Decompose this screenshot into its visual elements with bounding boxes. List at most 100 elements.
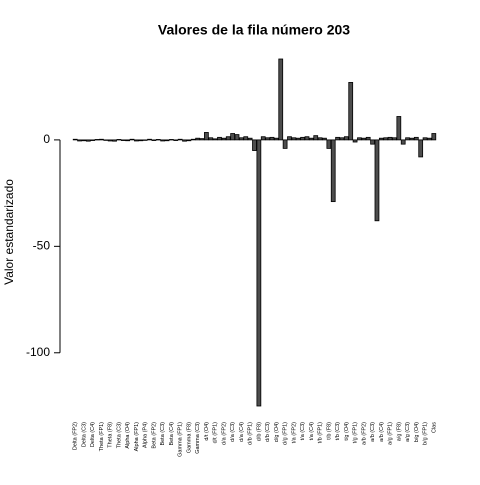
bar — [221, 137, 227, 141]
bar — [269, 136, 275, 141]
bar — [300, 136, 305, 141]
x-tick-label: d/g (FP1) — [283, 422, 289, 445]
x-tick-label: t/g (FP1) — [353, 422, 359, 444]
bar — [151, 139, 157, 141]
bar — [409, 137, 415, 141]
x-tick-label: a/b (FP2) — [361, 422, 367, 445]
bar — [322, 137, 327, 141]
x-tick-label: a/g (FP1) — [388, 422, 394, 445]
bar — [217, 136, 222, 141]
y-tick-label: -100 — [26, 345, 50, 359]
x-tick-label: Theta (F8) — [108, 422, 114, 448]
bar — [190, 138, 196, 141]
x-tick-label: t/a (C3) — [300, 422, 306, 441]
x-tick-label: a/g (F8) — [396, 422, 402, 441]
bar — [103, 139, 109, 141]
bar — [155, 139, 161, 141]
bar — [370, 139, 375, 145]
bar — [77, 139, 82, 142]
bar — [427, 137, 432, 141]
x-tick-label: Theta (FP1) — [99, 422, 105, 452]
bar — [313, 135, 319, 141]
x-tick-label: d/a (C4) — [239, 422, 245, 442]
bar — [335, 136, 340, 141]
bar — [243, 136, 249, 141]
x-tick-label: Alpha (O4) — [125, 422, 131, 449]
x-tick-label: d/b (F8) — [256, 422, 262, 441]
bar — [120, 139, 126, 141]
bar — [116, 139, 122, 141]
x-tick-label: d/t (FP1) — [213, 422, 219, 444]
bar — [326, 139, 332, 149]
bar — [365, 136, 371, 141]
bar — [252, 139, 257, 151]
bar — [129, 138, 135, 141]
y-tick-label: -50 — [33, 239, 51, 253]
bar — [112, 139, 117, 142]
bar — [304, 136, 310, 141]
bar — [387, 136, 393, 141]
bar — [99, 138, 104, 141]
x-tick-label: t/b (F8) — [326, 422, 332, 440]
bar — [287, 136, 292, 141]
bar — [400, 139, 406, 145]
bar — [256, 139, 262, 407]
bar — [225, 136, 231, 141]
x-tick-label: t/g (O4) — [344, 422, 350, 441]
x-tick-label: Delta (C3) — [81, 422, 87, 447]
x-tick-label: Gamma (F8) — [186, 422, 192, 453]
bar — [295, 137, 301, 141]
bar — [422, 137, 428, 141]
bar — [164, 139, 170, 142]
bar — [374, 139, 380, 222]
bar — [230, 133, 236, 141]
bar — [357, 137, 362, 141]
bar — [208, 137, 214, 141]
bar — [134, 139, 139, 142]
x-tick-label: Beta (C3) — [160, 422, 166, 446]
bar — [431, 133, 437, 141]
bar — [273, 137, 279, 141]
bar — [418, 139, 424, 158]
bar — [291, 137, 297, 141]
x-tick-label: Beta (C4) — [169, 422, 175, 446]
chart-title: Valores de la fila número 203 — [158, 22, 350, 38]
x-tick-label: t/a (FP2) — [291, 422, 297, 444]
bar — [125, 139, 131, 142]
bar — [195, 137, 201, 141]
bar — [378, 137, 384, 141]
x-tick-label: b/g (O4) — [414, 422, 420, 442]
bar — [85, 139, 91, 142]
y-axis-label: Valor estandarizado — [2, 179, 16, 285]
x-tick-label: Gamma (FP1) — [178, 422, 184, 457]
x-tick-label: Delta (C4) — [90, 422, 96, 447]
bar — [204, 132, 209, 141]
x-tick-label: d/a (FP2) — [221, 422, 227, 445]
x-tick-label: Delta (FP2) — [73, 422, 79, 450]
bar — [90, 139, 96, 141]
x-tick-label: a/b (C4) — [379, 422, 385, 442]
bar — [160, 139, 166, 142]
bar — [339, 137, 345, 141]
bar — [177, 138, 183, 141]
bar — [343, 136, 349, 141]
x-tick-label: t/b (FP1) — [318, 422, 324, 444]
bar — [348, 82, 354, 141]
x-tick-label: t/b (C3) — [335, 422, 341, 441]
x-tick-label: Alpha (P4) — [143, 422, 149, 448]
bar — [94, 139, 100, 141]
bar — [186, 139, 192, 142]
x-tick-label: a/b (C3) — [370, 422, 376, 442]
bar — [234, 134, 240, 141]
bar — [260, 136, 266, 141]
bar — [265, 137, 270, 141]
bar — [173, 139, 179, 141]
bar — [239, 137, 244, 141]
x-tick-label: Theta (C3) — [116, 422, 122, 448]
x-tick-label: Alpha (FP1) — [134, 422, 140, 452]
bar — [142, 139, 148, 141]
bar — [169, 139, 174, 141]
bar — [405, 137, 410, 141]
x-tick-label: Gamma (C3) — [195, 422, 201, 454]
